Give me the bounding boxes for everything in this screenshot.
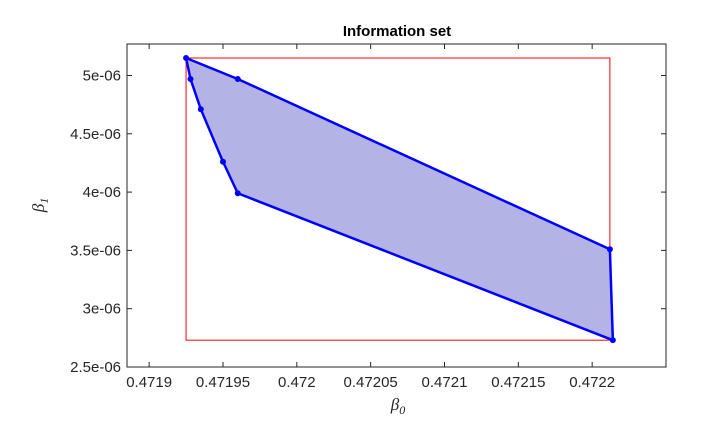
plot-frame (126, 43, 667, 368)
information-set-polygon (184, 56, 615, 342)
vertex-point-4 (234, 190, 241, 197)
y-tick-label-3: 4e-06 (83, 184, 121, 201)
y-axis-label: β1 (29, 198, 51, 213)
y-tick-label-4: 4.5e-06 (70, 126, 121, 143)
vertex-point-2 (606, 246, 613, 253)
axis-ticks: 0.4719 0.47195 0.472 0.47205 0.4721 0.47215 0.… (70, 44, 666, 391)
x-axis-label-sub: 0 (399, 403, 405, 417)
x-tick-label-2: 0.472 (278, 374, 316, 391)
y-axis-label-main: β (29, 203, 48, 213)
x-axis-label: β0 (390, 395, 405, 417)
chart-title: Information set (343, 23, 451, 40)
x-tick-label-5: 0.47215 (491, 374, 545, 391)
vertex-point-5 (219, 158, 226, 165)
chart-marks (183, 54, 616, 344)
vertex-point-3 (609, 337, 616, 344)
x-tick-label-6: 0.4722 (569, 374, 615, 391)
vertex-point-1 (234, 75, 241, 82)
bounding-box-rect (185, 57, 611, 341)
y-tick-label-0: 2.5e-06 (70, 359, 121, 376)
x-tick-label-4: 0.4721 (422, 374, 468, 391)
x-tick-label-1: 0.47195 (196, 374, 250, 391)
vertex-point-7 (187, 75, 194, 82)
y-tick-label-5: 5e-06 (83, 67, 121, 84)
vertex-point-6 (197, 106, 204, 113)
x-axis-label-main: β (390, 395, 400, 414)
x-tick-label-0: 0.4719 (126, 374, 172, 391)
y-axis-label-sub: 1 (37, 198, 51, 204)
y-tick-label-1: 3e-06 (83, 301, 121, 318)
y-tick-label-2: 3.5e-06 (70, 242, 121, 259)
vertex-point-0 (183, 54, 190, 61)
x-tick-label-3: 0.47205 (344, 374, 398, 391)
